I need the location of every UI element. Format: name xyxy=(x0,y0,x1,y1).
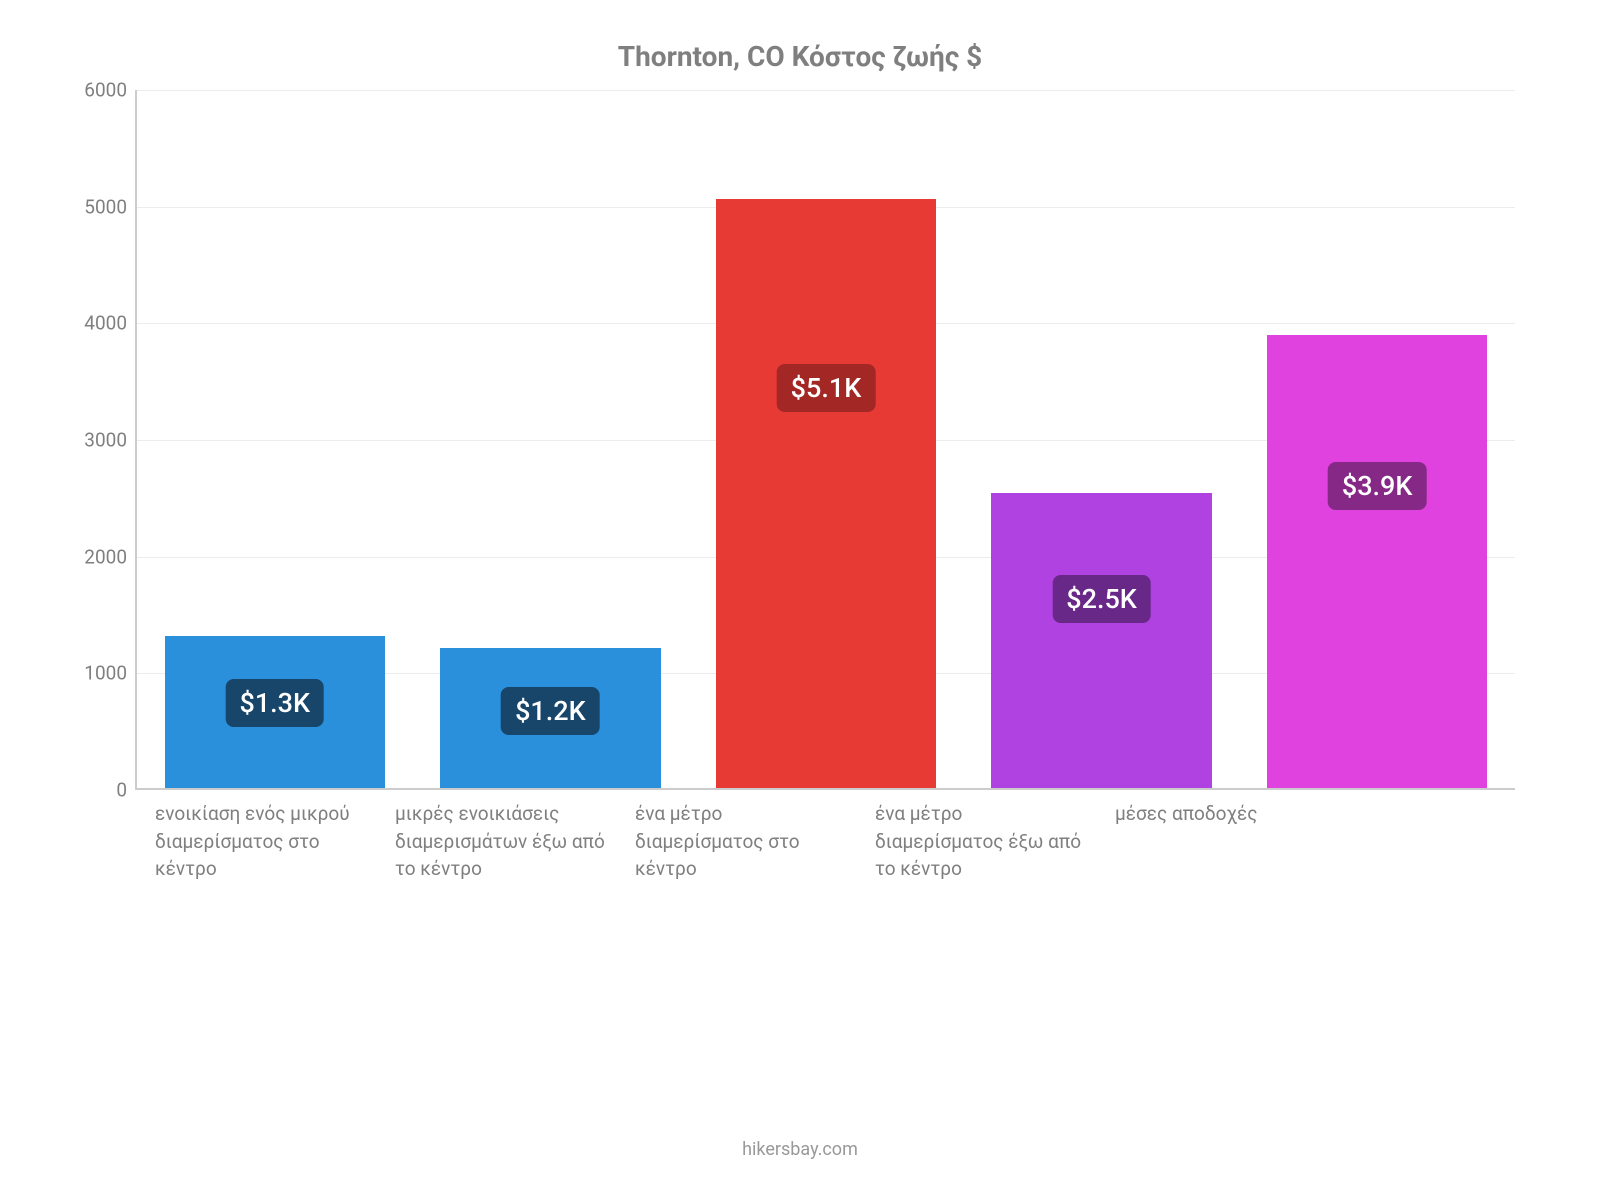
bar-value-badge: $5.1K xyxy=(777,364,876,412)
source-attribution: hikersbay.com xyxy=(0,1139,1600,1160)
x-axis-label: ένα μέτρο διαμερίσματος στο κέντρο xyxy=(615,800,855,883)
bar: $1.3K xyxy=(165,636,385,788)
x-axis-label: μικρές ενοικιάσεις διαμερισμάτων έξω από… xyxy=(375,800,615,883)
x-axis-labels: ενοικίαση ενός μικρού διαμερίσματος στο … xyxy=(135,800,1515,883)
chart-container: Thornton, CO Κόστος ζωής $ 0 1000 2000 3000… xyxy=(60,40,1540,1040)
chart-title: Thornton, CO Κόστος ζωής $ xyxy=(60,40,1540,73)
x-axis-label: μέσες αποδοχές xyxy=(1095,800,1335,883)
bar: $5.1K xyxy=(716,199,936,788)
x-axis-label: ένα μέτρο διαμερίσματος έξω από το κέντρ… xyxy=(855,800,1095,883)
chart-stage: Thornton, CO Κόστος ζωής $ 0 1000 2000 3000… xyxy=(0,0,1600,1200)
bar-slot: $1.2K xyxy=(413,90,689,788)
bars-layer: $1.3K $1.2K $5.1K $2.5K $3.9K xyxy=(137,90,1515,788)
bar-slot: $5.1K xyxy=(688,90,964,788)
bar-slot: $2.5K xyxy=(964,90,1240,788)
bar-value-badge: $1.3K xyxy=(225,679,324,727)
ytick-label: 5000 xyxy=(72,195,127,218)
ytick-label: 1000 xyxy=(72,662,127,685)
bar-value-badge: $3.9K xyxy=(1328,462,1427,510)
bar-value-badge: $1.2K xyxy=(501,687,600,735)
bar: $2.5K xyxy=(991,493,1211,788)
bar: $3.9K xyxy=(1267,335,1487,788)
plot-area: 0100020003000400050006000 $1.3K$1.2K$5.1… xyxy=(135,90,1515,790)
bar-slot: $3.9K xyxy=(1239,90,1515,788)
x-axis-label: ενοικίαση ενός μικρού διαμερίσματος στο … xyxy=(135,800,375,883)
ytick-label: 4000 xyxy=(72,312,127,335)
bar-value-badge: $2.5K xyxy=(1052,575,1151,623)
bar: $1.2K xyxy=(440,648,660,788)
ytick-label: 2000 xyxy=(72,545,127,568)
ytick-label: 3000 xyxy=(72,429,127,452)
ytick-label: 6000 xyxy=(72,79,127,102)
ytick-label: 0 xyxy=(72,779,127,802)
bar-slot: $1.3K xyxy=(137,90,413,788)
